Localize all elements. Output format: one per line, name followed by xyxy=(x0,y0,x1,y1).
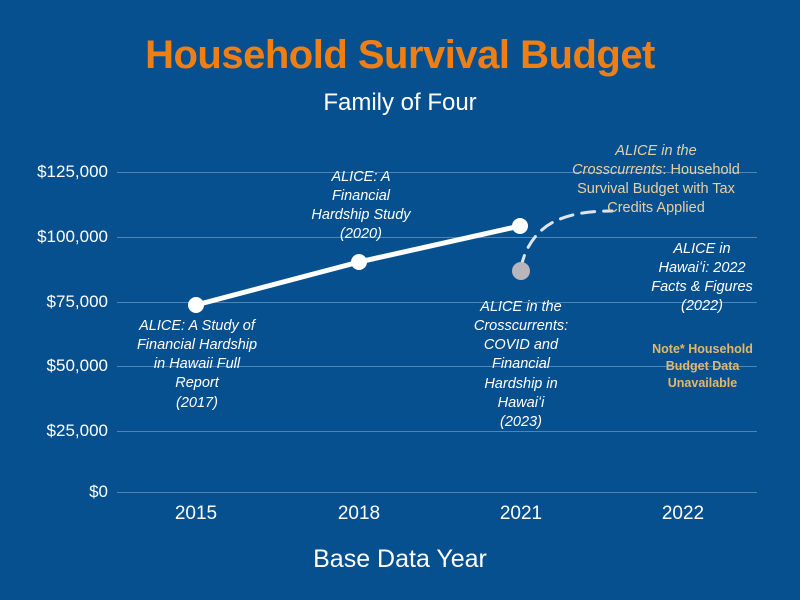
gridline-25000 xyxy=(117,431,757,432)
y-tick-label-0: $0 xyxy=(89,482,108,501)
gridline-125000 xyxy=(117,172,757,173)
annotation-2021: ALICE in the Crosscurrents: COVID and Fi… xyxy=(473,299,569,430)
chart-subtitle: Family of Four xyxy=(323,89,477,116)
gridline-100000 xyxy=(117,237,757,238)
annotation-2015: ALICE: A Study of Financial Hardship in … xyxy=(136,318,258,411)
axis-line-x xyxy=(117,492,757,493)
x-tick-label-2015: 2015 xyxy=(174,503,218,524)
y-tick-label-50000: $50,000 xyxy=(46,356,108,375)
page-title: Household Survival Budget xyxy=(145,33,655,77)
y-tick-label-75000: $75,000 xyxy=(46,292,108,311)
annotation-tax-credits-body: : Household Survival Budget with Tax Cre… xyxy=(577,162,740,217)
annotation-tax-credits-title: ALICE in the Crosscurrents xyxy=(572,143,697,179)
annotation-tax-credits: ALICE in the Crosscurrents: Household Su… xyxy=(541,142,771,219)
annotation-note-unavailable: Note* Household Budget Data Unavailable xyxy=(652,342,753,390)
x-tick-label-2018: 2018 xyxy=(337,503,381,524)
gridline-50000 xyxy=(117,366,757,367)
y-tick-label-100000: $100,000 xyxy=(37,227,108,246)
y-tick-label-25000: $25,000 xyxy=(46,421,108,440)
y-tick-label-125000: $125,000 xyxy=(37,162,108,181)
x-axis-title: Base Data Year xyxy=(313,545,487,573)
x-tick-label-2022: 2022 xyxy=(661,503,705,524)
annotation-2022: ALICE in Hawaiʻi: 2022 Facts & Figures (… xyxy=(651,241,753,315)
annotation-2018: ALICE: A Financial Hardship Study (2020) xyxy=(311,169,411,243)
x-tick-label-2021: 2021 xyxy=(499,503,543,524)
